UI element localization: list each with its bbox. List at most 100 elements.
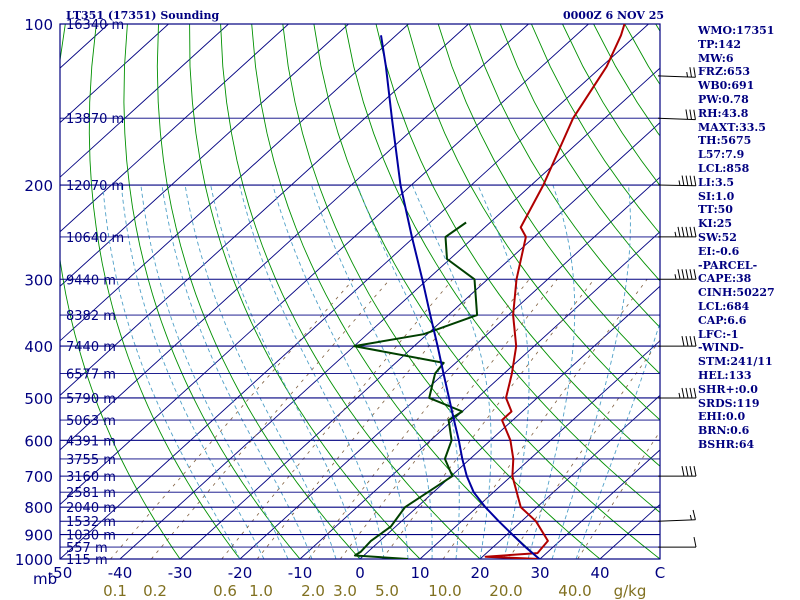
isotherm-line [60, 24, 229, 178]
sounding-index: LCL:858 [698, 161, 750, 175]
moist-adiabat-line [477, 184, 530, 559]
sounding-indices-list: WMO:17351 TP:142 MW:6 FRZ:653 WB0:691 PW:0.78… [698, 24, 775, 452]
isotherm-line [60, 24, 169, 124]
temperature-profile-line [484, 24, 626, 559]
isotherm-line [479, 394, 660, 559]
pressure-tick-label: 800 [24, 499, 53, 517]
sounding-index: EHI:0.0 [698, 410, 746, 424]
sounding-index: TH:5675 [698, 134, 752, 148]
isotherm-line [60, 24, 289, 233]
mixing-ratio-tick-label: 0.1 [103, 582, 127, 600]
wind-barb [657, 175, 697, 187]
height-level-label: 12070 m [66, 179, 124, 194]
moist-adiabat-line [210, 185, 361, 559]
height-level-label: 3160 m [66, 470, 116, 485]
temperature-tick-label: 40 [590, 564, 609, 582]
wind-barb [658, 466, 697, 477]
dry-adiabat-line [780, 24, 800, 559]
wind-barb [658, 226, 697, 238]
sounding-index: LCL:684 [698, 299, 750, 313]
sounding-index: WB0:691 [698, 79, 755, 93]
sounding-index: BRN:0.6 [698, 424, 750, 438]
mixing-ratio-tick-label: 20.0 [489, 582, 522, 600]
pressure-tick-label: 600 [24, 432, 53, 450]
sounding-index: RH:43.8 [698, 106, 749, 120]
height-level-label: 4391 m [66, 434, 116, 449]
wind-barb [658, 336, 697, 347]
height-level-label: 5790 m [66, 392, 116, 407]
sounding-index: HEL:133 [698, 368, 752, 382]
height-level-label: 10640 m [66, 231, 124, 246]
isotherm-line [60, 24, 529, 451]
isotherm-line [419, 340, 660, 559]
height-level-label: 8382 m [66, 309, 116, 324]
sounding-index: MW:6 [698, 51, 734, 65]
mixing-ratio-line [577, 430, 660, 559]
sounding-index: TT:50 [698, 203, 733, 217]
pressure-tick-label: 400 [24, 338, 53, 356]
height-level-label: 16340 m [66, 18, 124, 33]
isotherm-line [60, 24, 409, 342]
height-level-label: 1532 m [66, 515, 116, 530]
mixing-ratio-line [308, 279, 530, 559]
sounding-index: CAP:6.6 [698, 313, 747, 327]
sounding-datetime: 0000Z 6 NOV 25 [563, 9, 665, 22]
height-level-label: 6577 m [66, 367, 116, 382]
isotherm-line [539, 449, 660, 559]
pressure-tick-label: 300 [24, 271, 53, 289]
dewpoint-profile-line [353, 221, 479, 559]
wind-barb [658, 269, 697, 280]
mixing-ratio-tick-label: 0.6 [213, 582, 237, 600]
chart-grid [59, 23, 800, 560]
isotherm-line [239, 176, 660, 559]
pressure-tick-label: 100 [24, 16, 53, 34]
dry-adiabat-line [344, 24, 660, 514]
sounding-index: LI:3.5 [698, 175, 735, 189]
sounding-index: L57:7.9 [698, 148, 745, 162]
sounding-index: STM:241/11 [698, 355, 773, 369]
pressure-tick-label: 1000 [15, 551, 53, 569]
sounding-index: PW:0.78 [698, 92, 749, 106]
mixing-ratio-tick-label: 3.0 [333, 582, 357, 600]
moist-adiabat-line [120, 185, 265, 559]
dry-adiabat-line [282, 24, 601, 559]
sounding-index: TP:142 [698, 37, 742, 51]
temperature-tick-label: -10 [288, 564, 313, 582]
temperature-tick-label: -40 [108, 564, 133, 582]
pressure-tick-label: 500 [24, 390, 53, 408]
sounding-index: CINH:50227 [698, 286, 775, 300]
isotherm-line [60, 24, 589, 506]
sounding-index: WMO:17351 [698, 24, 775, 37]
sounding-index: -WIND- [698, 341, 744, 355]
parcel-profile-line [380, 35, 541, 559]
mixing-ratio-line [507, 339, 660, 559]
dry-adiabat-line [189, 24, 421, 559]
temperature-tick-label: -30 [168, 564, 193, 582]
height-level-label: 5063 m [66, 414, 116, 429]
height-level-label: 7440 m [66, 340, 116, 355]
height-level-label: 557 m [66, 541, 108, 556]
mixing-ratio-tick-label: 40.0 [558, 582, 591, 600]
height-level-label: 9440 m [66, 273, 116, 288]
temperature-tick-label: 30 [530, 564, 549, 582]
chart-frame [59, 23, 661, 560]
mixing-ratio-line [442, 279, 648, 559]
moist-adiabat-line [161, 185, 313, 559]
mixing-ratio-line [381, 279, 595, 559]
temperature-tick-label: C [655, 564, 665, 582]
pressure-tick-label: 900 [24, 527, 53, 545]
mixing-ratio-unit-label: g/kg [614, 582, 647, 600]
mixing-ratio-line [110, 279, 354, 559]
isotherm-line [60, 24, 649, 559]
temperature-tick-label: 10 [410, 564, 429, 582]
sounding-index: BSHR:64 [698, 437, 755, 451]
sounding-index: SRDS:119 [698, 396, 760, 410]
pressure-tick-label: 200 [24, 177, 53, 195]
pressure-tick-label: 700 [24, 468, 53, 486]
temperature-tick-label: -50 [48, 564, 73, 582]
mixing-ratio-tick-label: 1.0 [249, 582, 273, 600]
height-level-label: 3755 m [66, 453, 116, 468]
isotherm-line [60, 24, 469, 396]
